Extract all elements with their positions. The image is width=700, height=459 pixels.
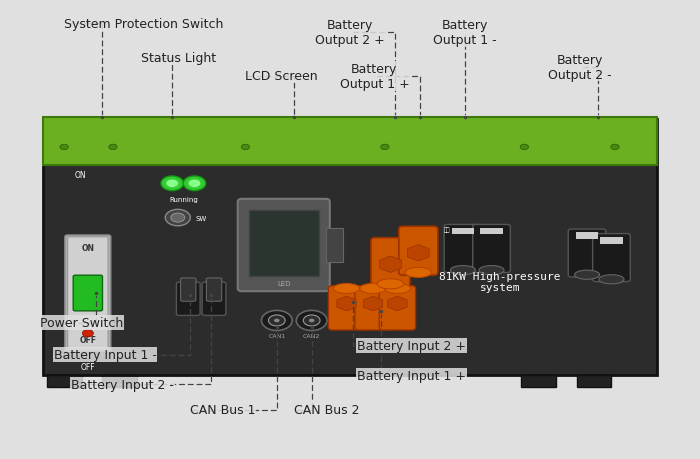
Text: CAN Bus 2: CAN Bus 2 bbox=[294, 403, 360, 416]
Circle shape bbox=[165, 210, 190, 226]
Ellipse shape bbox=[405, 268, 432, 278]
Text: System Protection Switch: System Protection Switch bbox=[64, 18, 223, 31]
FancyBboxPatch shape bbox=[521, 375, 556, 387]
FancyBboxPatch shape bbox=[444, 225, 482, 273]
FancyBboxPatch shape bbox=[202, 282, 226, 316]
Ellipse shape bbox=[450, 266, 475, 275]
Circle shape bbox=[262, 311, 292, 331]
Ellipse shape bbox=[384, 284, 411, 294]
Circle shape bbox=[303, 315, 320, 326]
Text: Power Switch: Power Switch bbox=[40, 317, 123, 330]
Circle shape bbox=[241, 145, 250, 151]
Text: Running: Running bbox=[169, 196, 197, 202]
Text: OFF: OFF bbox=[79, 336, 97, 344]
FancyBboxPatch shape bbox=[249, 210, 318, 276]
Text: Battery
Output 2 +: Battery Output 2 + bbox=[315, 19, 385, 47]
Text: Battery
Output 2 -: Battery Output 2 - bbox=[548, 54, 612, 82]
Circle shape bbox=[268, 315, 285, 326]
Text: CAN Bus 1: CAN Bus 1 bbox=[190, 403, 255, 416]
Ellipse shape bbox=[333, 284, 360, 294]
FancyBboxPatch shape bbox=[568, 230, 606, 277]
FancyBboxPatch shape bbox=[65, 235, 111, 351]
Text: 81KW High-pressure
system: 81KW High-pressure system bbox=[439, 271, 561, 293]
Text: Battery Input 1 +: Battery Input 1 + bbox=[357, 369, 466, 382]
FancyBboxPatch shape bbox=[371, 238, 410, 287]
FancyBboxPatch shape bbox=[328, 286, 365, 330]
FancyBboxPatch shape bbox=[399, 227, 438, 275]
Circle shape bbox=[161, 177, 183, 191]
Circle shape bbox=[166, 180, 179, 188]
FancyBboxPatch shape bbox=[176, 282, 200, 316]
Text: ON: ON bbox=[81, 243, 94, 252]
FancyBboxPatch shape bbox=[102, 375, 137, 387]
FancyBboxPatch shape bbox=[47, 375, 82, 387]
Ellipse shape bbox=[360, 284, 386, 294]
Text: CAN1: CAN1 bbox=[268, 334, 286, 338]
FancyBboxPatch shape bbox=[74, 275, 102, 311]
Text: CAN2: CAN2 bbox=[303, 334, 321, 338]
FancyBboxPatch shape bbox=[181, 278, 196, 302]
FancyBboxPatch shape bbox=[480, 228, 503, 235]
FancyBboxPatch shape bbox=[43, 120, 657, 375]
Text: Battery Input 2 +: Battery Input 2 + bbox=[357, 339, 466, 353]
FancyBboxPatch shape bbox=[577, 375, 612, 387]
FancyBboxPatch shape bbox=[238, 199, 330, 291]
Circle shape bbox=[60, 145, 69, 151]
Text: Battery Input 1 -: Battery Input 1 - bbox=[54, 348, 157, 361]
Ellipse shape bbox=[479, 266, 504, 275]
Circle shape bbox=[309, 319, 314, 323]
FancyBboxPatch shape bbox=[593, 234, 630, 282]
Text: Battery Input 2 -: Battery Input 2 - bbox=[71, 378, 174, 391]
FancyBboxPatch shape bbox=[576, 233, 598, 240]
FancyBboxPatch shape bbox=[355, 286, 391, 330]
Ellipse shape bbox=[599, 275, 624, 284]
Circle shape bbox=[83, 330, 93, 337]
FancyBboxPatch shape bbox=[601, 237, 622, 244]
Text: LCD Screen: LCD Screen bbox=[246, 70, 318, 83]
Text: ON: ON bbox=[75, 171, 87, 179]
Text: Battery
Output 1 +: Battery Output 1 + bbox=[340, 63, 410, 90]
FancyBboxPatch shape bbox=[68, 237, 108, 349]
FancyBboxPatch shape bbox=[473, 225, 510, 273]
Circle shape bbox=[611, 145, 619, 151]
Text: Status Light: Status Light bbox=[141, 52, 216, 65]
Ellipse shape bbox=[377, 279, 404, 289]
Text: SW: SW bbox=[195, 215, 206, 221]
Text: LED: LED bbox=[277, 281, 290, 287]
Circle shape bbox=[171, 213, 185, 223]
FancyBboxPatch shape bbox=[326, 228, 343, 263]
Circle shape bbox=[274, 319, 279, 323]
Text: Battery
Output 1 -: Battery Output 1 - bbox=[433, 19, 497, 47]
FancyBboxPatch shape bbox=[452, 228, 474, 235]
Text: 输出: 输出 bbox=[444, 227, 451, 232]
Text: OFF: OFF bbox=[80, 362, 95, 371]
Ellipse shape bbox=[575, 270, 600, 280]
FancyBboxPatch shape bbox=[379, 286, 416, 330]
FancyBboxPatch shape bbox=[206, 278, 222, 302]
Circle shape bbox=[188, 180, 201, 188]
Circle shape bbox=[381, 145, 389, 151]
Circle shape bbox=[296, 311, 327, 331]
Circle shape bbox=[520, 145, 528, 151]
FancyBboxPatch shape bbox=[43, 118, 657, 166]
Circle shape bbox=[108, 145, 117, 151]
Circle shape bbox=[183, 177, 206, 191]
